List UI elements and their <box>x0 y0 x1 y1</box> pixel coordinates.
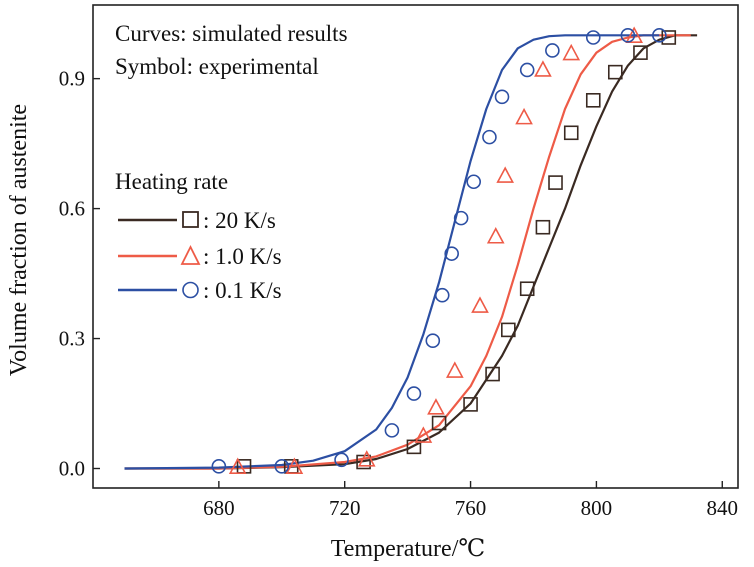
data-point-triangle <box>562 43 581 61</box>
data-point-triangle <box>228 457 247 475</box>
data-point-circle <box>434 287 450 303</box>
data-point-triangle <box>471 296 489 313</box>
x-tick-label: 840 <box>707 496 739 520</box>
data-point-circle <box>482 129 497 145</box>
data-point-triangle <box>625 26 644 43</box>
data-point-square <box>633 45 648 60</box>
legend: Heating rate : 20 K/s : 1.0 K/s : 0.1 K/… <box>115 169 282 303</box>
data-point-square <box>548 175 563 190</box>
legend-triangle-marker <box>180 244 201 265</box>
data-point-circle <box>211 459 227 474</box>
y-tick-label: 0.6 <box>59 197 85 221</box>
data-point-triangle <box>445 361 464 378</box>
data-point-square <box>535 219 551 235</box>
legend-title: Heating rate <box>115 169 228 194</box>
data-point-circle <box>494 89 510 105</box>
legend-label-01ks: : 0.1 K/s <box>203 278 282 303</box>
y-tick-label: 0.3 <box>59 327 85 351</box>
data-point-circle <box>652 28 667 43</box>
data-point-circle <box>274 459 290 474</box>
data-point-circle <box>444 246 459 261</box>
y-tick-label: 0.0 <box>59 457 85 481</box>
data-point-square <box>485 366 500 382</box>
data-point-square <box>501 322 516 338</box>
data-point-square <box>563 125 579 141</box>
data-point-square <box>406 439 422 455</box>
data-point-triangle <box>515 107 533 125</box>
legend-label-20ks: : 20 K/s <box>203 208 276 233</box>
data-point-circle <box>334 452 349 468</box>
plot-frame <box>92 4 739 489</box>
data-point-square <box>519 281 535 297</box>
x-tick-label: 760 <box>455 496 487 520</box>
simulated-curve-square <box>124 34 698 470</box>
data-point-circle <box>466 174 482 190</box>
data-point-square <box>356 454 371 470</box>
data-point-triangle <box>496 166 515 183</box>
legend-circle-marker <box>182 281 199 299</box>
annotation-curves: Curves: simulated results <box>115 21 348 46</box>
data-point-circle <box>453 210 469 226</box>
data-point-circle <box>585 30 601 45</box>
data-point-triangle <box>427 398 445 415</box>
data-point-circle <box>406 386 422 401</box>
legend-label-1ks: : 1.0 K/s <box>203 244 282 269</box>
data-point-square <box>431 415 447 431</box>
annotation-symbols: Symbol: experimental <box>115 54 319 79</box>
y-tick-label: 0.9 <box>59 67 85 91</box>
data-point-circle <box>545 43 560 58</box>
axis-ticks: 680 720 760 800 840 0.0 0.3 0.6 0.9 <box>59 67 738 520</box>
legend-square-marker <box>182 211 199 228</box>
data-point-square <box>661 30 677 45</box>
x-tick-label: 720 <box>329 496 361 520</box>
data-point-triangle <box>357 450 376 467</box>
y-axis-title: Volume fraction of austenite <box>6 104 32 376</box>
data-point-circle <box>425 333 441 349</box>
x-tick-label: 680 <box>203 496 235 520</box>
data-point-triangle <box>486 227 505 244</box>
data-point-square <box>607 64 623 80</box>
data-point-square <box>585 93 601 108</box>
data-point-circle <box>384 423 400 438</box>
x-tick-label: 800 <box>581 496 613 520</box>
experimental-markers <box>211 26 677 475</box>
data-point-triangle <box>534 60 552 77</box>
x-axis-title: Temperature/℃ <box>331 536 485 562</box>
data-point-circle <box>519 62 535 78</box>
data-point-triangle <box>414 426 433 443</box>
data-point-circle <box>620 28 636 43</box>
data-point-square <box>463 397 478 412</box>
data-point-triangle <box>285 457 304 475</box>
